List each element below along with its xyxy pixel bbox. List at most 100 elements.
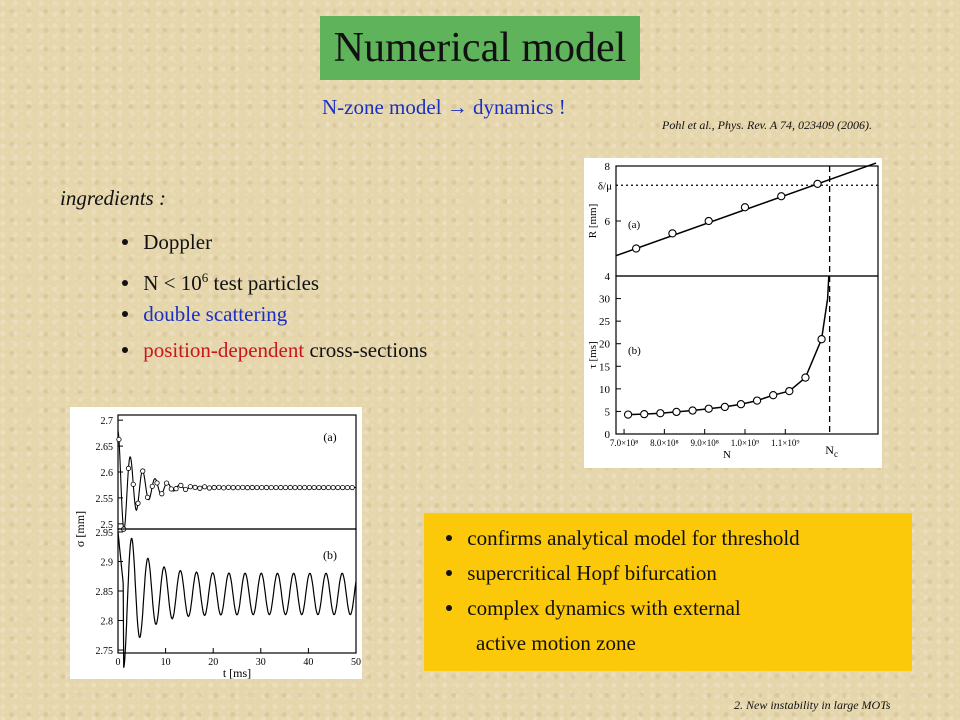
data-point [297, 484, 303, 491]
data-point [769, 391, 778, 400]
x-tick-label: 7.0×10⁸ [610, 438, 638, 448]
y-tick-label: 2.75 [96, 646, 114, 657]
data-point [140, 468, 146, 474]
series-line [628, 275, 830, 416]
data-point [268, 484, 274, 491]
data-point [330, 484, 336, 491]
data-point [154, 480, 160, 486]
series-line [117, 531, 357, 668]
data-point [656, 409, 665, 418]
ingredient-double-scattering: double scattering [143, 302, 288, 326]
panel-a-label: (a) [628, 219, 641, 231]
data-point [159, 491, 165, 497]
data-point [672, 407, 681, 417]
ingredient-item: N < 106 test particles [122, 260, 427, 296]
data-point [240, 484, 246, 491]
panel-b-label: (b) [323, 548, 337, 562]
data-point [187, 484, 193, 490]
y-tick-label: 2.65 [96, 442, 114, 453]
data-point [668, 229, 677, 238]
data-point [206, 485, 212, 491]
bullet-icon [122, 311, 128, 318]
conclusion-item: supercritical Hopf bifurcation [446, 556, 912, 591]
data-point [163, 480, 170, 486]
x-axis-label: t [ms] [223, 666, 251, 679]
data-point [149, 483, 155, 489]
conclusion-hopf: supercritical Hopf bifurcation [467, 561, 717, 585]
data-point [349, 484, 355, 491]
y-tick-label: 2.7 [101, 416, 114, 427]
conclusions-box: confirms analytical model for threshold … [424, 513, 912, 671]
figure-right-svg: 4 6 8 δ/μ (a) R [mm] 0 5 10 15 20 25 30 7.0×10⁸ 8.0×1… [587, 161, 879, 461]
ingredient-particles-prefix: N < 10 [143, 271, 202, 295]
y-tick-label: 2.85 [96, 587, 114, 598]
data-point [736, 400, 746, 409]
slide-title-text: Numerical model [333, 25, 627, 71]
x-tick-label: 0 [116, 657, 121, 668]
conclusion-item-continued: active motion zone [446, 626, 912, 661]
y-tick-label: 2.55 [96, 494, 114, 505]
conclusion-threshold: confirms analytical model for threshold [467, 526, 800, 550]
data-point [225, 484, 232, 490]
data-point [259, 484, 265, 491]
data-point [311, 484, 317, 491]
data-point [640, 409, 649, 419]
ingredient-cross-sections: cross-sections [304, 338, 428, 362]
data-point [344, 484, 351, 491]
bullet-icon [446, 605, 452, 612]
footer-section-label: 2. New instability in large MOTs [734, 698, 891, 712]
data-point [752, 396, 762, 405]
conclusions-list: confirms analytical model for threshold … [424, 513, 912, 661]
data-point [704, 216, 713, 226]
critical-n-subscript: c [834, 449, 838, 459]
data-point [813, 179, 822, 189]
ingredient-position-dependent: position-dependent [143, 338, 305, 362]
x-tick-label: 1.1×10⁹ [771, 438, 799, 448]
x-tick-label: 30 [256, 657, 266, 668]
y-tick-label: 6 [605, 216, 611, 228]
data-point [244, 485, 251, 491]
data-point [287, 484, 293, 491]
threshold-label: δ/μ [598, 180, 612, 192]
y-tick-label: 4 [605, 271, 611, 283]
data-point [130, 481, 136, 487]
panel-b-frame [615, 275, 879, 435]
x-tick-label: 40 [303, 657, 313, 668]
data-point [704, 404, 713, 413]
y-tick-label: 2.8 [101, 617, 114, 628]
x-tick-label: 50 [351, 657, 361, 668]
x-tick-label: 8.0×10⁸ [650, 438, 678, 448]
data-point [125, 465, 132, 471]
data-point [116, 436, 122, 443]
bullet-icon [446, 570, 452, 577]
data-point [144, 494, 151, 500]
conclusion-complex-dynamics: complex dynamics with external [467, 596, 741, 620]
data-point [785, 386, 794, 396]
y-tick-label: 10 [599, 384, 611, 396]
data-point [273, 484, 279, 491]
data-point [306, 484, 312, 491]
conclusion-item: confirms analytical model for threshold [446, 521, 912, 556]
ingredient-item: Doppler [122, 224, 427, 260]
data-point [192, 484, 198, 491]
citation: Pohl et al., Phys. Rev. A 74, 023409 (20… [662, 118, 872, 132]
ingredients-list: Doppler N < 106 test particles double sc… [122, 224, 427, 368]
figure-left-svg: 2.5 2.55 2.6 2.65 2.7 (a) 2.75 2.8 2.85 2.9 2.95 0… [73, 414, 361, 680]
data-point [182, 486, 189, 493]
ingredients-label: ingredients : [60, 186, 166, 210]
y-tick-label: 2.6 [101, 468, 114, 479]
data-point [292, 484, 298, 491]
bullet-icon [122, 280, 128, 287]
data-point [632, 244, 641, 253]
bullet-icon [122, 239, 128, 246]
conclusion-item: complex dynamics with external [446, 591, 912, 626]
series-line [117, 430, 356, 532]
data-point [221, 485, 227, 491]
bullet-icon [446, 535, 452, 542]
conclusion-active-zone: active motion zone [476, 631, 636, 655]
data-point [688, 406, 697, 415]
data-point [278, 484, 284, 491]
figure-radius-tau-vs-n: 4 6 8 δ/μ (a) R [mm] 0 5 10 15 20 25 30 7.0×10⁸ 8.0×1… [584, 158, 882, 468]
data-point [173, 486, 179, 492]
data-point [168, 486, 174, 492]
